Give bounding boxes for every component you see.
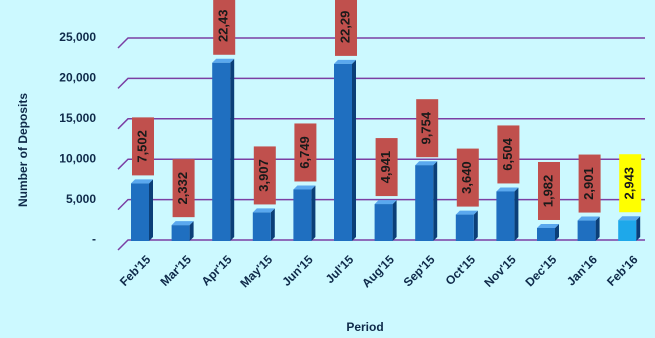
bar-side	[270, 208, 275, 241]
value-label: 6,504	[500, 137, 515, 170]
bar-top	[334, 59, 356, 64]
value-label: 22,29	[337, 11, 352, 44]
bar-side	[230, 58, 235, 242]
y-tick-label: -	[92, 232, 96, 246]
bar-side	[149, 179, 153, 241]
bar-side	[189, 221, 194, 241]
bar-top	[577, 216, 600, 221]
value-label-box	[619, 154, 642, 213]
y-tick-label: 5,000	[66, 192, 96, 206]
value-label-box	[416, 99, 439, 158]
y-tick-label: 15,000	[59, 111, 96, 125]
bar	[537, 227, 555, 241]
bar-side	[352, 59, 356, 241]
value-label: 9,754	[419, 111, 434, 144]
bar	[171, 225, 190, 241]
value-label: 4,941	[378, 151, 393, 184]
bar	[131, 183, 149, 241]
bar	[293, 189, 312, 241]
bar-top	[496, 187, 519, 192]
bar-side	[595, 216, 600, 241]
bar	[252, 212, 271, 241]
grid-line	[117, 37, 645, 49]
bar-side	[433, 161, 438, 241]
bar-top	[374, 200, 397, 205]
value-label: 2,901	[581, 167, 596, 200]
bar	[415, 165, 434, 241]
value-label-box	[172, 159, 195, 218]
bar-top	[212, 58, 235, 63]
bar-top	[252, 208, 275, 213]
value-label-box	[456, 148, 479, 207]
bar-side	[636, 216, 641, 241]
bar-side	[311, 185, 316, 241]
value-label-box	[335, 0, 357, 56]
value-label-box	[253, 146, 276, 205]
bar-top	[537, 223, 559, 228]
bar-top	[131, 179, 153, 184]
value-label: 2,332	[175, 172, 190, 205]
value-label-box	[578, 154, 601, 213]
value-label-box	[294, 123, 317, 182]
bar	[455, 214, 474, 241]
bar	[618, 220, 637, 241]
value-label: 6,749	[297, 136, 312, 169]
bar-top	[415, 161, 438, 166]
bar-side	[473, 210, 478, 241]
bar-top	[618, 216, 641, 221]
value-label-box	[538, 161, 560, 220]
bar-top	[293, 185, 316, 190]
value-label: 3,907	[256, 159, 271, 192]
bar	[374, 204, 393, 241]
bar	[212, 62, 231, 242]
bar-side	[555, 223, 559, 241]
value-label: 22,43	[216, 9, 231, 42]
bar	[577, 220, 596, 241]
y-axis-label: Number of Deposits	[16, 93, 30, 207]
value-label-box	[213, 0, 236, 55]
bar-side	[392, 200, 397, 241]
y-tick-label: 10,000	[59, 151, 96, 165]
grid-line	[117, 118, 645, 130]
bar-top	[171, 221, 194, 226]
bar	[334, 63, 352, 241]
value-label-box	[132, 117, 154, 176]
value-label: 2,943	[622, 167, 637, 200]
bar-side	[514, 187, 519, 241]
y-tick-label: 25,000	[59, 30, 96, 44]
bar-top	[455, 210, 478, 215]
value-label: 7,502	[134, 130, 149, 163]
value-label-box	[375, 138, 398, 197]
value-label: 1,982	[540, 175, 555, 208]
x-axis-label: Period	[346, 320, 383, 334]
value-label: 3,640	[459, 161, 474, 194]
y-tick-label: 20,000	[59, 71, 96, 85]
value-label-box	[497, 125, 520, 184]
bar	[496, 191, 515, 241]
grid-line	[117, 77, 645, 89]
